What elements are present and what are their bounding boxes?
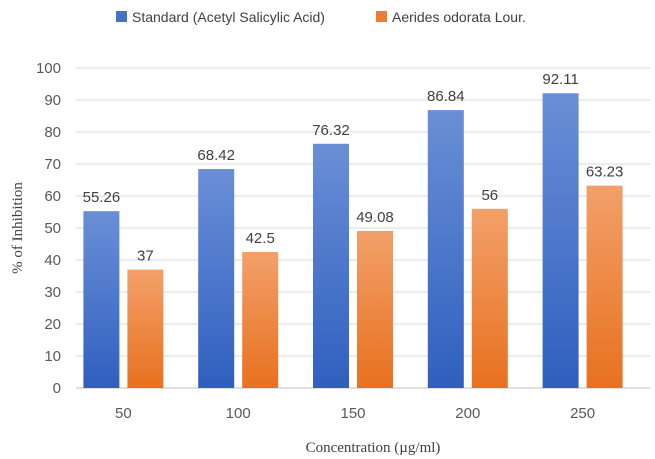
data-label-standard-100: 68.42 [197, 147, 235, 164]
bar-aerides-50 [127, 269, 164, 388]
bar-aerides-200 [471, 208, 508, 388]
data-label-aerides-100: 42.5 [246, 230, 275, 247]
y-tick-label: 10 [44, 348, 61, 365]
x-axis-title: Concentration (µg/ml) [306, 440, 441, 456]
legend-item-standard: Standard (Acetyl Salicylic Acid) [116, 9, 325, 25]
bar-aerides-250 [586, 185, 623, 388]
x-tick-label: 100 [226, 405, 251, 422]
bar-standard-250 [542, 93, 579, 389]
legend: Standard (Acetyl Salicylic Acid) Aerides… [116, 9, 526, 25]
legend-swatch-standard [116, 11, 127, 22]
x-tick-label: 200 [455, 405, 480, 422]
y-tick-label: 0 [53, 380, 61, 397]
x-axis-ticks: 50 100 150 200 250 [115, 405, 595, 422]
data-label-aerides-50: 37 [137, 248, 154, 265]
y-tick-label: 100 [36, 60, 61, 77]
legend-label-aerides: Aerides odorata Lour. [392, 9, 526, 25]
data-label-aerides-150: 49.08 [356, 209, 394, 226]
bar-aerides-100 [242, 252, 279, 388]
data-label-standard-250: 92.11 [542, 71, 578, 88]
data-labels: 55.26 37 68.42 42.5 76.32 49.08 86.84 56 92.11 63… [83, 71, 624, 264]
y-tick-label: 40 [44, 252, 61, 269]
y-tick-label: 70 [44, 156, 61, 173]
y-axis-ticks: 0 10 20 30 40 50 60 70 80 90 100 [36, 60, 61, 397]
y-tick-label: 50 [44, 220, 61, 237]
data-label-aerides-250: 63.23 [586, 164, 624, 181]
y-tick-label: 90 [44, 92, 61, 109]
bar-standard-50 [83, 211, 120, 388]
y-tick-label: 60 [44, 188, 61, 205]
bar-standard-100 [198, 169, 235, 388]
bar-standard-150 [313, 143, 349, 388]
y-tick-label: 30 [44, 284, 61, 301]
legend-swatch-aerides [376, 11, 387, 22]
bar-standard-200 [427, 110, 464, 388]
data-label-standard-200: 86.84 [427, 88, 465, 105]
x-tick-label: 150 [340, 405, 365, 422]
data-label-standard-150: 76.32 [312, 122, 350, 139]
x-tick-label: 250 [570, 405, 595, 422]
y-tick-label: 20 [44, 316, 61, 333]
bar-aerides-150 [357, 230, 393, 388]
bars [83, 93, 623, 389]
data-label-standard-50: 55.26 [83, 189, 121, 206]
legend-item-aerides: Aerides odorata Lour. [376, 9, 526, 25]
y-axis-title: % of Inhibition [10, 182, 26, 274]
x-tick-label: 50 [115, 405, 132, 422]
y-tick-label: 80 [44, 124, 61, 141]
data-label-aerides-200: 56 [481, 187, 498, 204]
legend-label-standard: Standard (Acetyl Salicylic Acid) [132, 9, 325, 25]
